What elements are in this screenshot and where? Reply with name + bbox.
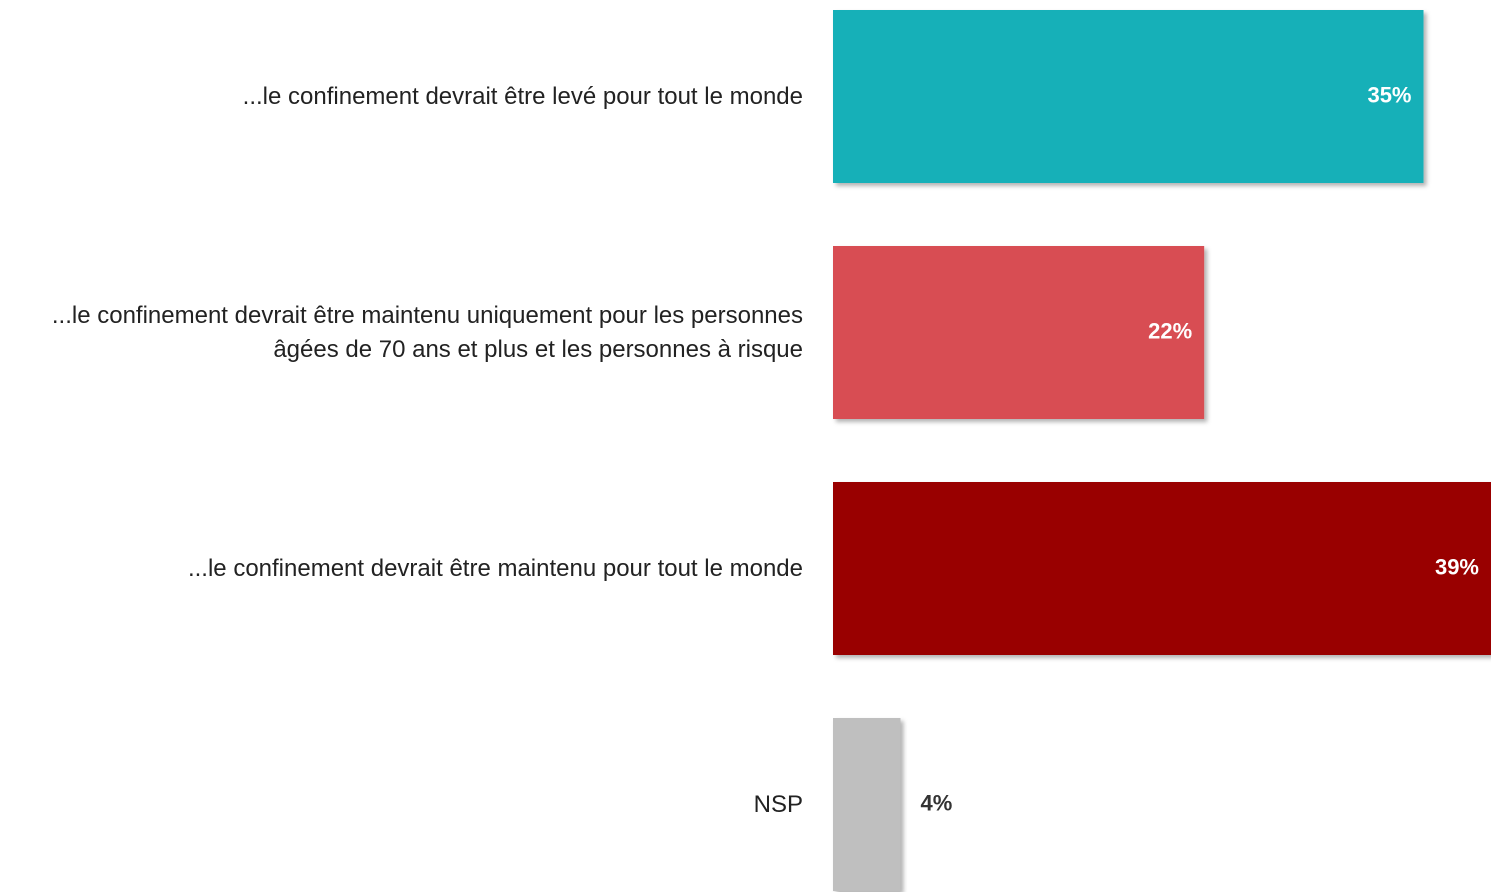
bar xyxy=(833,718,901,891)
value-label: 4% xyxy=(920,790,952,815)
value-label: 35% xyxy=(1367,82,1411,107)
category-label: ...le confinement devrait être levé pour… xyxy=(242,82,803,110)
category-label: ...le confinement devrait être maintenu … xyxy=(51,301,803,363)
value-label: 39% xyxy=(1435,554,1479,579)
category-label: ...le confinement devrait être maintenu … xyxy=(187,554,803,582)
category-label: NSP xyxy=(753,790,803,818)
bar xyxy=(833,246,1205,419)
value-label: 22% xyxy=(1148,318,1192,343)
bar xyxy=(833,482,1491,655)
bar xyxy=(833,10,1424,183)
